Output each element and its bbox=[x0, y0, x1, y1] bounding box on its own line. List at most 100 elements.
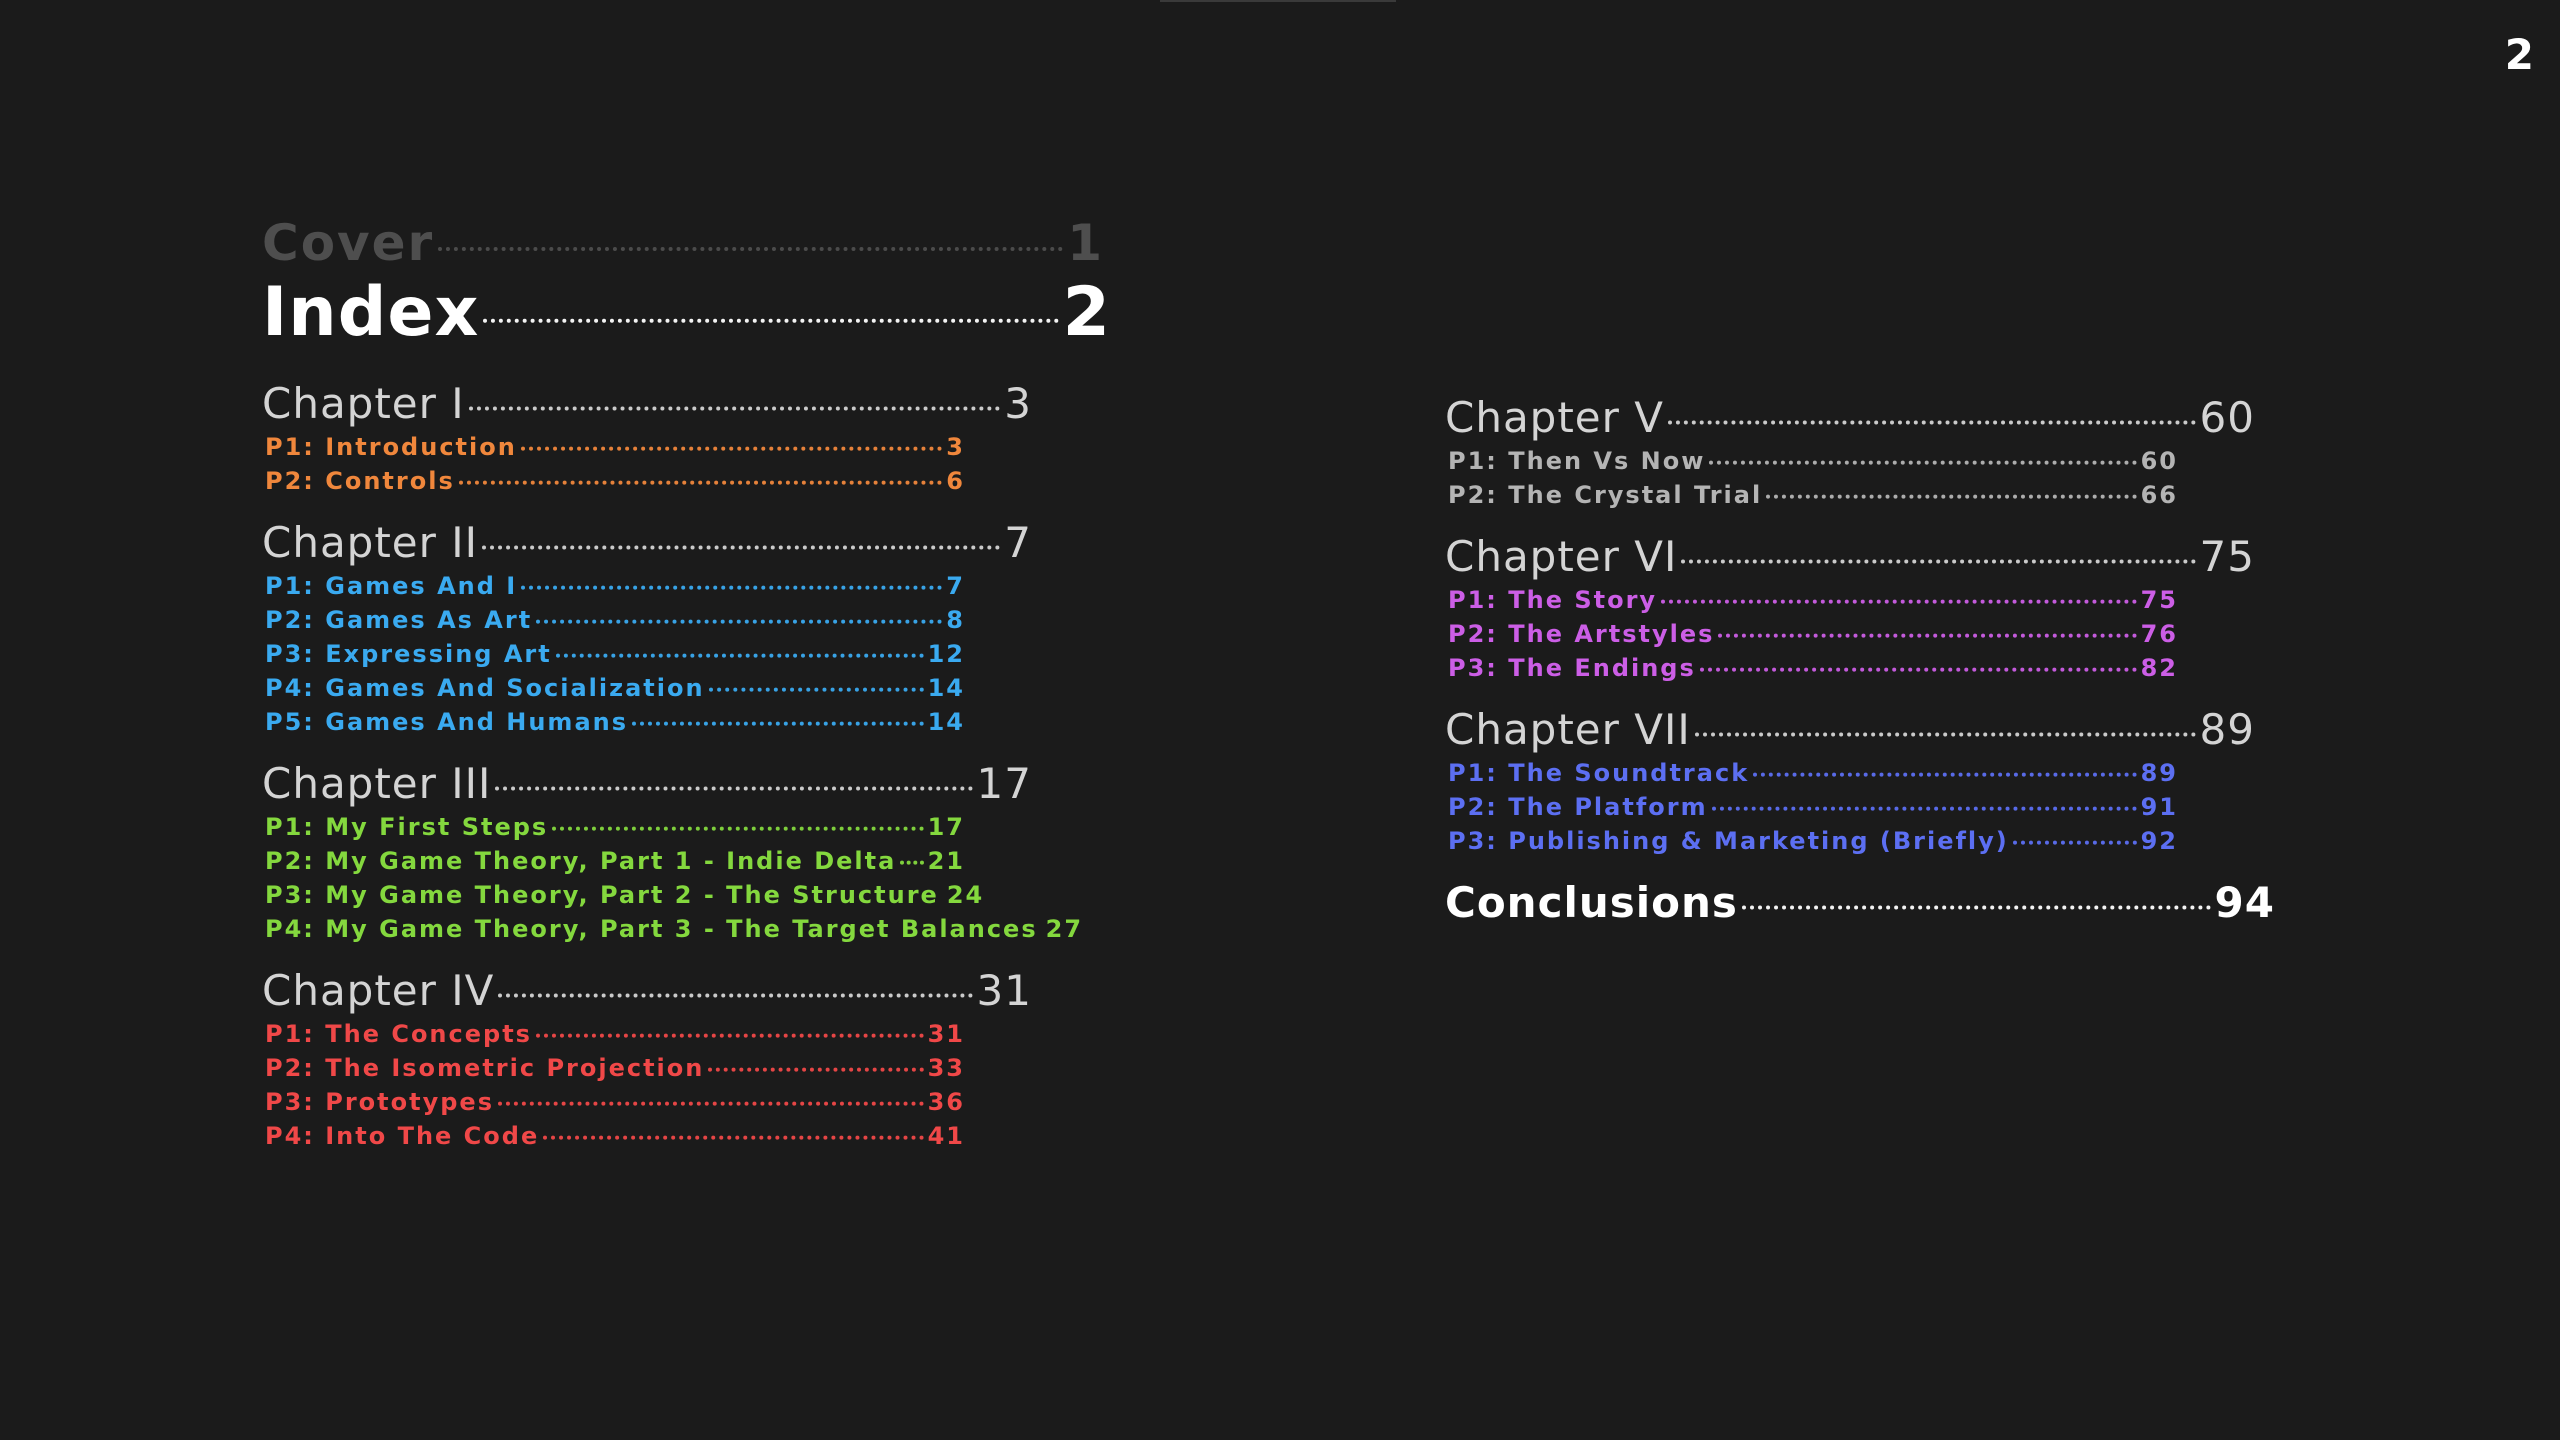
part-entry-page: 24 bbox=[946, 881, 985, 909]
chapter-heading-title: Chapter II bbox=[262, 518, 479, 567]
index-entry-title: Index bbox=[262, 273, 480, 352]
dot-leader bbox=[458, 480, 943, 485]
dot-leader bbox=[535, 1033, 924, 1038]
part-entry: P1: The Soundtrack 89 bbox=[1448, 756, 2178, 790]
conclusions-entry-title: Conclusions bbox=[1445, 878, 1738, 927]
part-entry-page: 76 bbox=[2140, 620, 2178, 648]
dot-leader bbox=[482, 545, 1001, 550]
dot-leader bbox=[900, 860, 924, 865]
part-entry-page: 75 bbox=[2140, 586, 2178, 614]
part-entry: P2: Games As Art 8 bbox=[265, 603, 965, 637]
part-entry-title: P2: The Crystal Trial bbox=[1448, 481, 1763, 509]
cover-entry: Cover 1 bbox=[262, 213, 1104, 273]
chapter-heading: Chapter VI 75 bbox=[1445, 531, 2255, 583]
chapter-heading-title: Chapter IV bbox=[262, 966, 495, 1015]
part-entry-page: 31 bbox=[927, 1020, 965, 1048]
chapter-list: Chapter I 3 P1: Introduction 3 P2: Controls 6… bbox=[262, 378, 1111, 1153]
dot-leader bbox=[1699, 667, 2137, 672]
chapter-heading-page: 75 bbox=[2199, 532, 2255, 581]
dot-leader bbox=[1718, 633, 2137, 638]
chapter-heading-title: Chapter V bbox=[1445, 393, 1664, 442]
part-entry-page: 92 bbox=[2140, 827, 2178, 855]
dot-leader bbox=[468, 406, 1001, 411]
chapter: Chapter IV 31 P1: The Concepts 31 P2: The Is… bbox=[262, 965, 1111, 1153]
part-entry-page: 3 bbox=[946, 433, 965, 461]
chapter-heading-page: 60 bbox=[2199, 393, 2255, 442]
part-entry-page: 27 bbox=[1045, 915, 1084, 943]
part-entry-page: 8 bbox=[946, 606, 965, 634]
index-entry: Index 2 bbox=[262, 273, 1111, 353]
chapter: Chapter II 7 P1: Games And I 7 P2: Games As … bbox=[262, 517, 1111, 739]
top-bar bbox=[1160, 0, 1396, 2]
part-entry-title: P3: My Game Theory, Part 2 - The Structu… bbox=[265, 881, 939, 909]
chapter-heading-page: 17 bbox=[976, 759, 1032, 808]
part-entry-title: P2: The Platform bbox=[1448, 793, 1708, 821]
part-entry-page: 36 bbox=[927, 1088, 965, 1116]
part-entry-title: P5: Games And Humans bbox=[265, 708, 629, 736]
part-entry: P1: Introduction 3 bbox=[265, 430, 965, 464]
part-entry-page: 14 bbox=[927, 674, 965, 702]
part-entry: P4: Into The Code 41 bbox=[265, 1119, 965, 1153]
part-entry-page: 82 bbox=[2140, 654, 2178, 682]
chapter-heading-title: Chapter I bbox=[262, 379, 465, 428]
part-entry-page: 41 bbox=[927, 1122, 965, 1150]
dot-leader bbox=[536, 619, 943, 624]
dot-leader bbox=[483, 318, 1059, 323]
part-entry: P3: The Endings 82 bbox=[1448, 651, 2178, 685]
dot-leader bbox=[1668, 420, 2196, 425]
part-entry-title: P2: Games As Art bbox=[265, 606, 533, 634]
part-entry-title: P4: Games And Socialization bbox=[265, 674, 705, 702]
page-number: 2 bbox=[2504, 30, 2534, 79]
dot-leader bbox=[1661, 599, 2137, 604]
part-entry: P2: My Game Theory, Part 1 - Indie Delta… bbox=[265, 844, 965, 878]
part-entry-title: P2: Controls bbox=[265, 467, 455, 495]
part-entry-page: 14 bbox=[927, 708, 965, 736]
part-entry-page: 89 bbox=[2140, 759, 2178, 787]
chapter-heading-page: 3 bbox=[1004, 379, 1032, 428]
left-column: Cover 1 Index 2 Chapter I 3 P1: Introduction 3 P… bbox=[262, 213, 1111, 1153]
chapter-heading-title: Chapter III bbox=[262, 759, 492, 808]
part-entry-title: P1: Games And I bbox=[265, 572, 518, 600]
part-entry: P3: Expressing Art 12 bbox=[265, 637, 965, 671]
dot-leader bbox=[708, 1067, 924, 1072]
part-entry-title: P3: Expressing Art bbox=[265, 640, 552, 668]
dot-leader bbox=[1753, 772, 2137, 777]
part-entry: P1: The Concepts 31 bbox=[265, 1017, 965, 1051]
part-entry-page: 66 bbox=[2140, 481, 2178, 509]
dot-leader bbox=[521, 585, 943, 590]
part-entry-page: 21 bbox=[927, 847, 965, 875]
dot-leader bbox=[555, 653, 924, 658]
dot-leader bbox=[708, 687, 924, 692]
part-entry: P4: My Game Theory, Part 3 - The Target … bbox=[265, 912, 1081, 946]
chapter: Chapter III 17 P1: My First Steps 17 P2: My … bbox=[262, 758, 1111, 946]
dot-leader bbox=[498, 993, 973, 998]
dot-leader bbox=[497, 1101, 924, 1106]
right-column: Chapter V 60 P1: Then Vs Now 60 P2: The Crys… bbox=[1445, 392, 2275, 929]
chapter-heading-title: Chapter VII bbox=[1445, 705, 1691, 754]
part-entry-title: P2: The Artstyles bbox=[1448, 620, 1715, 648]
part-entry: P5: Games And Humans 14 bbox=[265, 705, 965, 739]
dot-leader bbox=[1711, 806, 2137, 811]
dot-leader bbox=[1709, 460, 2137, 465]
part-entry: P1: My First Steps 17 bbox=[265, 810, 965, 844]
chapter-heading-title: Chapter VI bbox=[1445, 532, 1678, 581]
chapter-heading: Chapter V 60 bbox=[1445, 392, 2255, 444]
part-entry: P2: The Isometric Projection 33 bbox=[265, 1051, 965, 1085]
part-entry-page: 7 bbox=[946, 572, 965, 600]
dot-leader bbox=[543, 1135, 924, 1140]
chapter-heading-page: 7 bbox=[1004, 518, 1032, 567]
part-entry-title: P2: My Game Theory, Part 1 - Indie Delta bbox=[265, 847, 897, 875]
part-entry-title: P1: The Soundtrack bbox=[1448, 759, 1750, 787]
chapter-heading: Chapter VII 89 bbox=[1445, 704, 2255, 756]
dot-leader bbox=[1741, 905, 2211, 910]
part-entry-title: P4: My Game Theory, Part 3 - The Target … bbox=[265, 915, 1038, 943]
part-entry: P2: The Artstyles 76 bbox=[1448, 617, 2178, 651]
part-entry-page: 60 bbox=[2140, 447, 2178, 475]
dot-leader bbox=[1694, 732, 2196, 737]
part-entry: P1: The Story 75 bbox=[1448, 583, 2178, 617]
part-entry-title: P3: Publishing & Marketing (Briefly) bbox=[1448, 827, 2009, 855]
part-entry-page: 6 bbox=[946, 467, 965, 495]
dot-leader bbox=[438, 247, 1064, 251]
chapter-heading: Chapter I 3 bbox=[262, 378, 1032, 430]
